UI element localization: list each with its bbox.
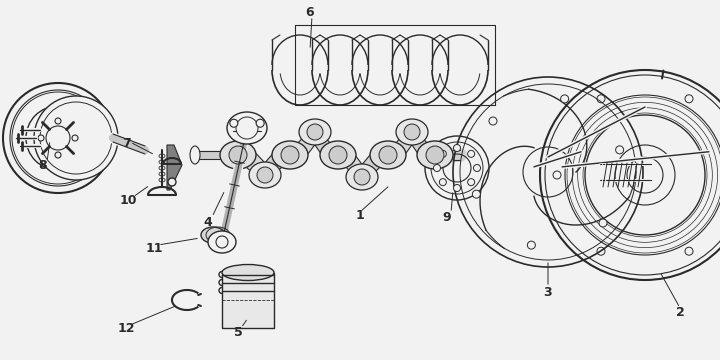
Circle shape [354, 169, 370, 185]
Polygon shape [246, 143, 267, 185]
Circle shape [454, 185, 461, 192]
Circle shape [216, 236, 228, 248]
Circle shape [256, 119, 264, 127]
Polygon shape [313, 122, 330, 167]
Circle shape [55, 152, 61, 158]
Circle shape [36, 116, 80, 160]
Circle shape [12, 92, 104, 184]
Circle shape [599, 219, 607, 227]
Circle shape [597, 95, 605, 103]
Polygon shape [263, 143, 282, 185]
Circle shape [561, 95, 569, 103]
Circle shape [281, 146, 299, 164]
Polygon shape [167, 145, 182, 190]
Circle shape [489, 117, 497, 125]
Ellipse shape [346, 164, 378, 190]
Circle shape [307, 124, 323, 140]
Ellipse shape [208, 231, 236, 253]
Circle shape [468, 150, 474, 157]
Ellipse shape [396, 119, 428, 145]
Text: 1: 1 [356, 208, 364, 221]
Circle shape [46, 126, 70, 150]
Circle shape [404, 124, 420, 140]
Ellipse shape [201, 227, 225, 243]
Text: 2: 2 [675, 306, 685, 319]
Circle shape [168, 178, 176, 186]
Circle shape [433, 165, 441, 171]
Text: 11: 11 [145, 242, 163, 255]
Ellipse shape [190, 146, 200, 164]
Ellipse shape [227, 112, 267, 144]
Text: 5: 5 [233, 327, 243, 339]
Text: 12: 12 [117, 323, 135, 336]
Ellipse shape [222, 265, 274, 280]
Text: 8: 8 [39, 158, 48, 171]
Ellipse shape [299, 119, 331, 145]
Circle shape [55, 118, 61, 124]
Circle shape [426, 146, 444, 164]
Polygon shape [410, 122, 427, 167]
Circle shape [685, 95, 693, 103]
Circle shape [72, 135, 78, 141]
Circle shape [616, 146, 624, 154]
Circle shape [685, 247, 693, 255]
Ellipse shape [370, 141, 406, 169]
Ellipse shape [220, 141, 256, 169]
Ellipse shape [320, 141, 356, 169]
Circle shape [379, 146, 397, 164]
Circle shape [454, 144, 461, 152]
Circle shape [597, 247, 605, 255]
Circle shape [26, 106, 90, 170]
Circle shape [257, 167, 273, 183]
Circle shape [439, 150, 446, 157]
Circle shape [16, 96, 100, 180]
Ellipse shape [272, 141, 308, 169]
Circle shape [38, 135, 44, 141]
Ellipse shape [417, 141, 453, 169]
Text: 10: 10 [120, 194, 137, 207]
Text: 6: 6 [306, 5, 315, 18]
Circle shape [468, 179, 474, 186]
Circle shape [474, 165, 480, 171]
Text: 4: 4 [204, 216, 212, 229]
Text: 7: 7 [122, 136, 130, 149]
Circle shape [553, 171, 561, 179]
Circle shape [236, 117, 258, 139]
Polygon shape [396, 122, 414, 167]
Polygon shape [346, 143, 364, 187]
Circle shape [230, 119, 238, 127]
Bar [222, 273, 274, 328]
Text: 3: 3 [544, 285, 552, 298]
Polygon shape [298, 122, 317, 167]
Polygon shape [360, 143, 380, 187]
Circle shape [34, 96, 118, 180]
Circle shape [20, 100, 96, 176]
Circle shape [615, 145, 675, 205]
Ellipse shape [249, 162, 281, 188]
Text: 9: 9 [443, 211, 451, 224]
Circle shape [329, 146, 347, 164]
Circle shape [229, 146, 247, 164]
Circle shape [439, 179, 446, 186]
Circle shape [527, 241, 536, 249]
Circle shape [472, 190, 480, 198]
